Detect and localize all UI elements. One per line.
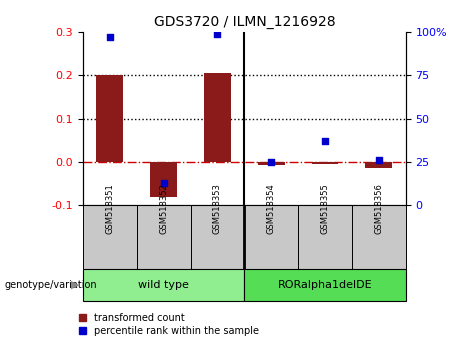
Point — [106, 34, 113, 40]
Point — [375, 158, 383, 163]
Bar — [150, 162, 177, 197]
Bar — [190, 205, 244, 269]
Bar — [258, 162, 284, 165]
Text: GSM518355: GSM518355 — [320, 183, 330, 234]
Point — [321, 138, 329, 144]
Point — [214, 31, 221, 36]
Bar — [298, 205, 352, 269]
Bar — [312, 162, 338, 164]
Bar — [83, 205, 137, 269]
Text: genotype/variation: genotype/variation — [5, 280, 97, 290]
Bar — [83, 269, 244, 301]
Point — [160, 180, 167, 185]
Text: GSM518353: GSM518353 — [213, 183, 222, 234]
Bar — [244, 269, 406, 301]
Text: GSM518351: GSM518351 — [106, 183, 114, 234]
Text: GSM518354: GSM518354 — [267, 183, 276, 234]
Text: RORalpha1delDE: RORalpha1delDE — [278, 280, 372, 290]
Text: wild type: wild type — [138, 280, 189, 290]
Bar — [96, 75, 123, 162]
Bar — [352, 205, 406, 269]
Bar — [365, 162, 392, 167]
Title: GDS3720 / ILMN_1216928: GDS3720 / ILMN_1216928 — [154, 16, 335, 29]
Bar — [137, 205, 190, 269]
Point — [267, 159, 275, 165]
Bar — [244, 205, 298, 269]
Text: GSM518352: GSM518352 — [159, 183, 168, 234]
Text: GSM518356: GSM518356 — [374, 183, 383, 234]
Bar — [204, 73, 231, 162]
Legend: transformed count, percentile rank within the sample: transformed count, percentile rank withi… — [79, 313, 259, 336]
Text: ▶: ▶ — [71, 280, 80, 290]
